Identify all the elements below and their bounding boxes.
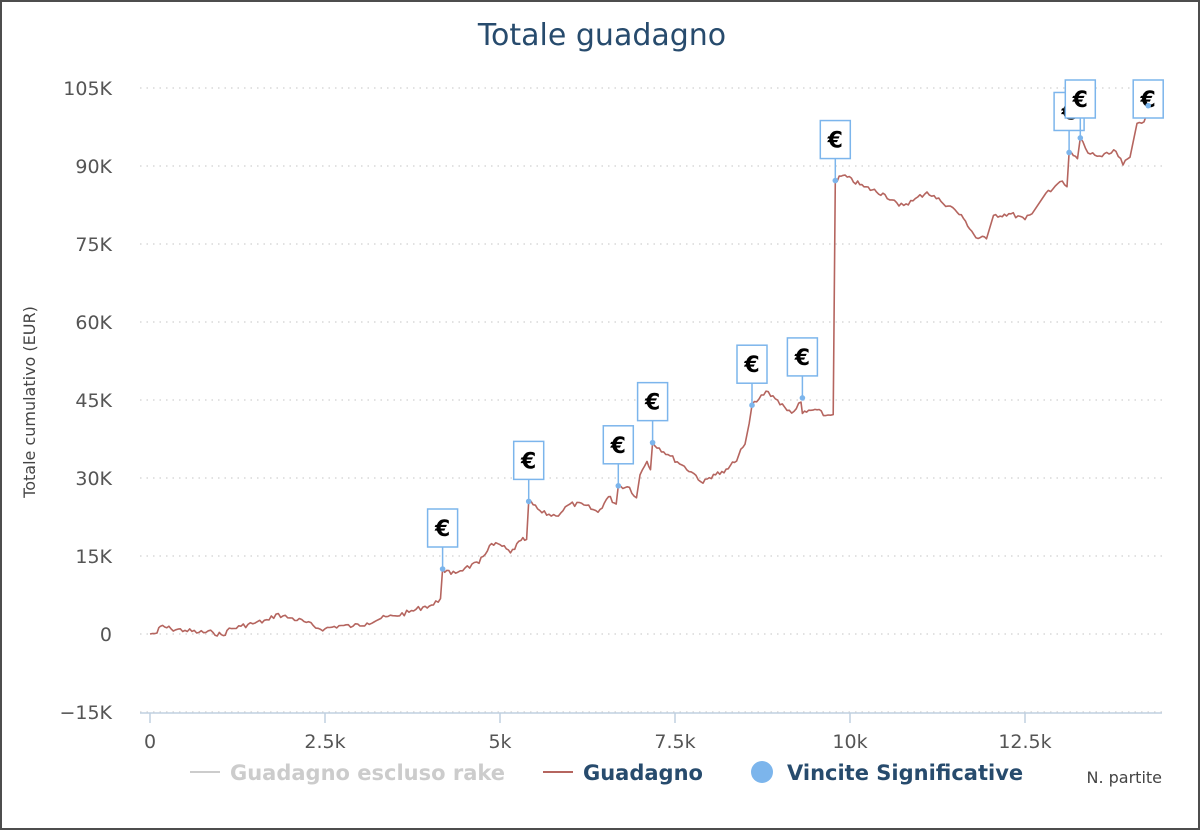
- x-axis: 0 2.5k 5k 7.5k 10k 12.5k: [140, 712, 1162, 753]
- flag-box: [512, 440, 545, 481]
- flag-box: [1132, 79, 1164, 119]
- flag-label: €: [434, 517, 450, 542]
- legend-label: Guadagno escluso rake: [230, 761, 505, 785]
- flag-point: [799, 395, 806, 401]
- series-area: [149, 102, 1152, 637]
- x-tick-label: 2.5k: [304, 731, 345, 753]
- flag-point: [1145, 102, 1151, 109]
- legend-item[interactable]: Guadagno escluso rake: [190, 761, 505, 785]
- flag-box: [1064, 79, 1097, 119]
- flag-point: [1077, 135, 1084, 141]
- chart-title: Totale guadagno: [477, 18, 726, 53]
- significant-win-flag[interactable]: €: [512, 440, 545, 505]
- y-axis-ticks: −15K 0 15K 30K 45K 60K 75K 90K 105K: [59, 78, 112, 724]
- flag-box: [819, 119, 852, 160]
- flag-point: [832, 177, 839, 184]
- legend-label: Guadagno: [583, 761, 703, 785]
- y-axis-label: Totale cumulativo (EUR): [20, 306, 39, 499]
- x-tick-label: 0: [144, 731, 156, 753]
- significant-win-flag[interactable]: €: [736, 344, 768, 409]
- flag-box: [636, 381, 669, 422]
- y-tick-label: 0: [100, 624, 112, 646]
- legend-item[interactable]: Guadagno: [543, 761, 703, 785]
- significant-win-flag[interactable]: €: [1132, 79, 1164, 119]
- significant-win-flag[interactable]: €: [602, 425, 635, 489]
- flag-point: [525, 498, 532, 505]
- flag-markers: €€€€€€€€€€: [426, 79, 1164, 572]
- legend-label: Vincite Significative: [787, 761, 1023, 785]
- y-tick-label: 45K: [75, 390, 112, 412]
- x-tick-label: 7.5k: [654, 731, 695, 753]
- y-tick-label: 105K: [63, 78, 112, 100]
- flag-box: [736, 344, 768, 384]
- x-tick-label: 12.5k: [998, 731, 1051, 753]
- flag-label: €: [827, 129, 843, 154]
- flag-label: €: [610, 434, 626, 459]
- significant-win-flag[interactable]: €: [786, 337, 819, 401]
- legend: Guadagno escluso rake Guadagno Vincite Sig…: [190, 761, 1023, 785]
- flag-point: [649, 439, 656, 446]
- y-tick-label: −15K: [59, 702, 112, 724]
- x-tick-label: 10k: [832, 731, 867, 753]
- x-axis-label: N. partite: [1086, 768, 1162, 787]
- flag-point: [615, 483, 622, 489]
- y-tick-label: 15K: [75, 546, 112, 568]
- x-tick-label: 5k: [488, 731, 511, 753]
- flag-point: [1066, 149, 1072, 156]
- flag-box: [786, 337, 819, 377]
- flag-label: €: [1140, 88, 1156, 113]
- y-tick-label: 90K: [75, 156, 112, 178]
- flag-label: €: [644, 391, 660, 416]
- significant-win-flag[interactable]: €: [819, 119, 852, 184]
- gridlines: [140, 87, 1162, 713]
- legend-dot-swatch: [751, 761, 773, 783]
- flag-box: [602, 425, 635, 465]
- flag-label: €: [520, 449, 536, 474]
- y-tick-label: 30K: [75, 468, 112, 490]
- flag-label: €: [794, 346, 810, 371]
- flag-point: [749, 402, 755, 409]
- significant-win-flag[interactable]: €: [1064, 79, 1097, 141]
- significant-win-flag[interactable]: €: [636, 381, 669, 446]
- flag-label: €: [1072, 88, 1088, 113]
- legend-item[interactable]: Vincite Significative: [751, 761, 1023, 785]
- significant-win-flag[interactable]: €: [426, 508, 459, 572]
- y-tick-label: 75K: [75, 234, 112, 256]
- y-tick-label: 60K: [75, 312, 112, 334]
- flag-box: [426, 508, 459, 548]
- flag-label: €: [743, 353, 759, 378]
- series-line-guadagno: [149, 102, 1152, 637]
- flag-point: [439, 566, 446, 572]
